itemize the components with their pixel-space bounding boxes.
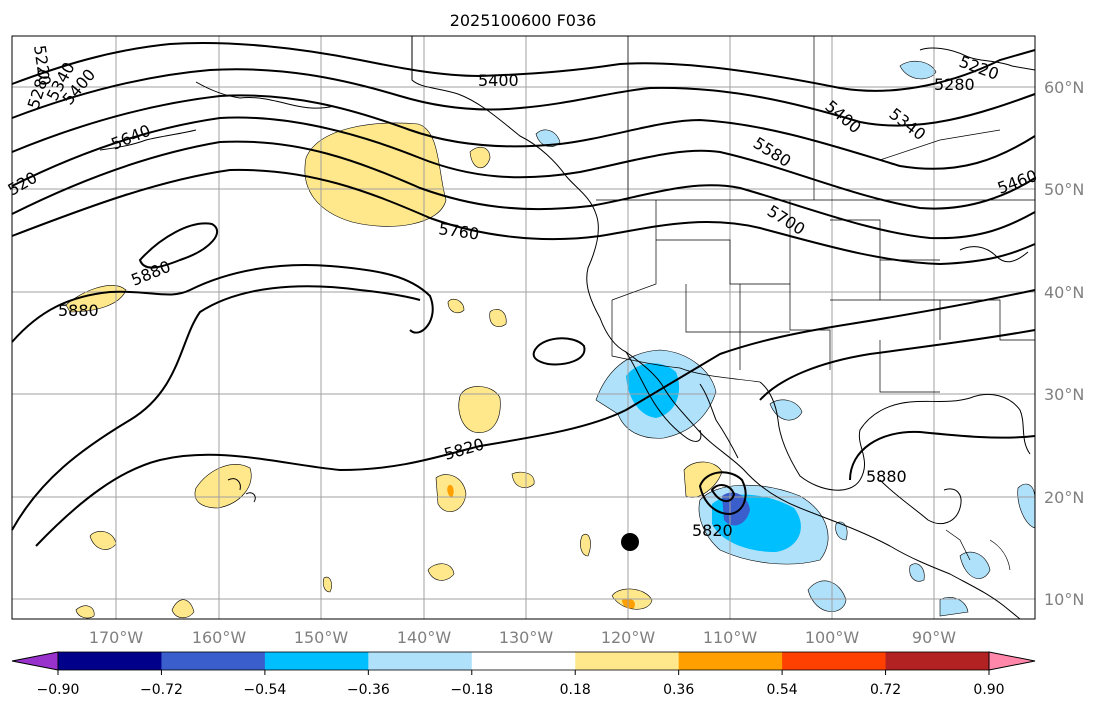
negative-anomaly-blob	[959, 551, 991, 579]
colorbar-tick-label: −0.18	[450, 682, 493, 698]
contour-label: 5400	[478, 71, 519, 90]
negative-anomaly-blob	[899, 60, 937, 80]
contour-label: 5880	[866, 467, 907, 486]
negative-anomaly-blob	[835, 521, 848, 541]
lon-label: 170°W	[89, 628, 144, 647]
colorbar-segment	[782, 652, 887, 670]
colorbar-tick-label: −0.54	[243, 682, 286, 698]
lat-label: 50°N	[1044, 180, 1084, 199]
lon-label: 90°W	[912, 628, 956, 647]
storm-position-marker	[621, 533, 639, 551]
negative-anomaly-blob	[535, 129, 561, 147]
contour-label: 5880	[58, 301, 99, 320]
colorbar-tick-label: −0.36	[347, 682, 390, 698]
negative-anomaly-blob	[807, 580, 847, 612]
colorbar-segments	[58, 652, 990, 670]
lat-label: 40°N	[1044, 283, 1084, 302]
positive-anomaly-gulf-alaska	[304, 122, 447, 227]
lon-label: 120°W	[601, 628, 656, 647]
colorbar-segment	[264, 652, 369, 670]
colorbar-tick-label: −0.90	[37, 682, 80, 698]
negative-anomaly-blob	[909, 563, 925, 582]
positive-anomaly-blob	[75, 605, 95, 619]
colorbar-ticks: −0.90 −0.72 −0.54 −0.36 −0.18 0.18 0.36 0.54 0.7…	[37, 670, 1005, 698]
positive-anomaly-blob	[489, 309, 507, 327]
map-title: 2025100600 F036	[450, 11, 597, 30]
positive-anomaly-core	[447, 484, 454, 498]
map-panel: 5280 5220 5400 5340 5400 5580 5460 5640 …	[5, 35, 1040, 620]
lon-label: 100°W	[805, 628, 860, 647]
longitude-labels: 170°W 160°W 150°W 140°W 130°W 120°W 110°…	[89, 628, 956, 647]
lon-label: 110°W	[703, 628, 758, 647]
negative-anomaly-blob	[939, 597, 969, 617]
lon-label: 130°W	[499, 628, 554, 647]
colorbar-extend-low	[11, 651, 59, 671]
lon-label: 140°W	[397, 628, 452, 647]
negative-anomaly-blob	[769, 399, 803, 421]
contour-label: 5820	[692, 521, 733, 540]
colorbar-segment	[368, 652, 473, 670]
colorbar-tick-label: 0.18	[560, 682, 591, 698]
negative-anomaly-baja-core	[626, 363, 680, 418]
colorbar-segment	[678, 652, 783, 670]
colorbar: −0.90 −0.72 −0.54 −0.36 −0.18 0.18 0.36 0.54 0.7…	[11, 651, 1036, 698]
colorbar-tick-label: 0.90	[973, 682, 1004, 698]
colorbar-tick-label: 0.54	[767, 682, 798, 698]
colorbar-frame	[57, 651, 990, 671]
positive-anomaly-blob	[171, 599, 195, 619]
colorbar-tick-label: −0.72	[140, 682, 183, 698]
positive-anomaly-blob	[322, 576, 332, 593]
positive-anomaly-blob	[580, 534, 591, 557]
colorbar-segment	[575, 652, 680, 670]
height-contours	[11, 41, 1036, 547]
contour-label: 5280	[934, 75, 975, 94]
colorbar-segment	[885, 652, 990, 670]
shaded-fields	[65, 60, 1036, 619]
lat-label: 30°N	[1044, 385, 1084, 404]
map-frame	[11, 35, 1036, 620]
political-borders	[596, 36, 1035, 571]
colorbar-tick-label: 0.72	[870, 682, 901, 698]
lon-label: 150°W	[294, 628, 349, 647]
colorbar-segment	[58, 652, 162, 670]
colorbar-segment	[161, 652, 266, 670]
coastlines	[99, 36, 1036, 620]
colorbar-extend-high	[988, 651, 1036, 671]
positive-anomaly-blob	[447, 298, 465, 314]
colorbar-segment	[471, 652, 576, 670]
lat-label: 10°N	[1044, 590, 1084, 609]
positive-anomaly-blob	[427, 563, 455, 581]
lat-label: 20°N	[1044, 488, 1084, 507]
positive-anomaly-blob	[458, 386, 501, 433]
positive-anomaly-blob	[469, 146, 491, 169]
colorbar-tick-label: 0.36	[663, 682, 694, 698]
positive-anomaly-blob	[511, 471, 535, 488]
map-background	[12, 36, 1035, 619]
latitude-labels: 60°N 50°N 40°N 30°N 20°N 10°N	[1044, 78, 1084, 609]
lon-label: 160°W	[192, 628, 247, 647]
lat-label: 60°N	[1044, 78, 1084, 97]
